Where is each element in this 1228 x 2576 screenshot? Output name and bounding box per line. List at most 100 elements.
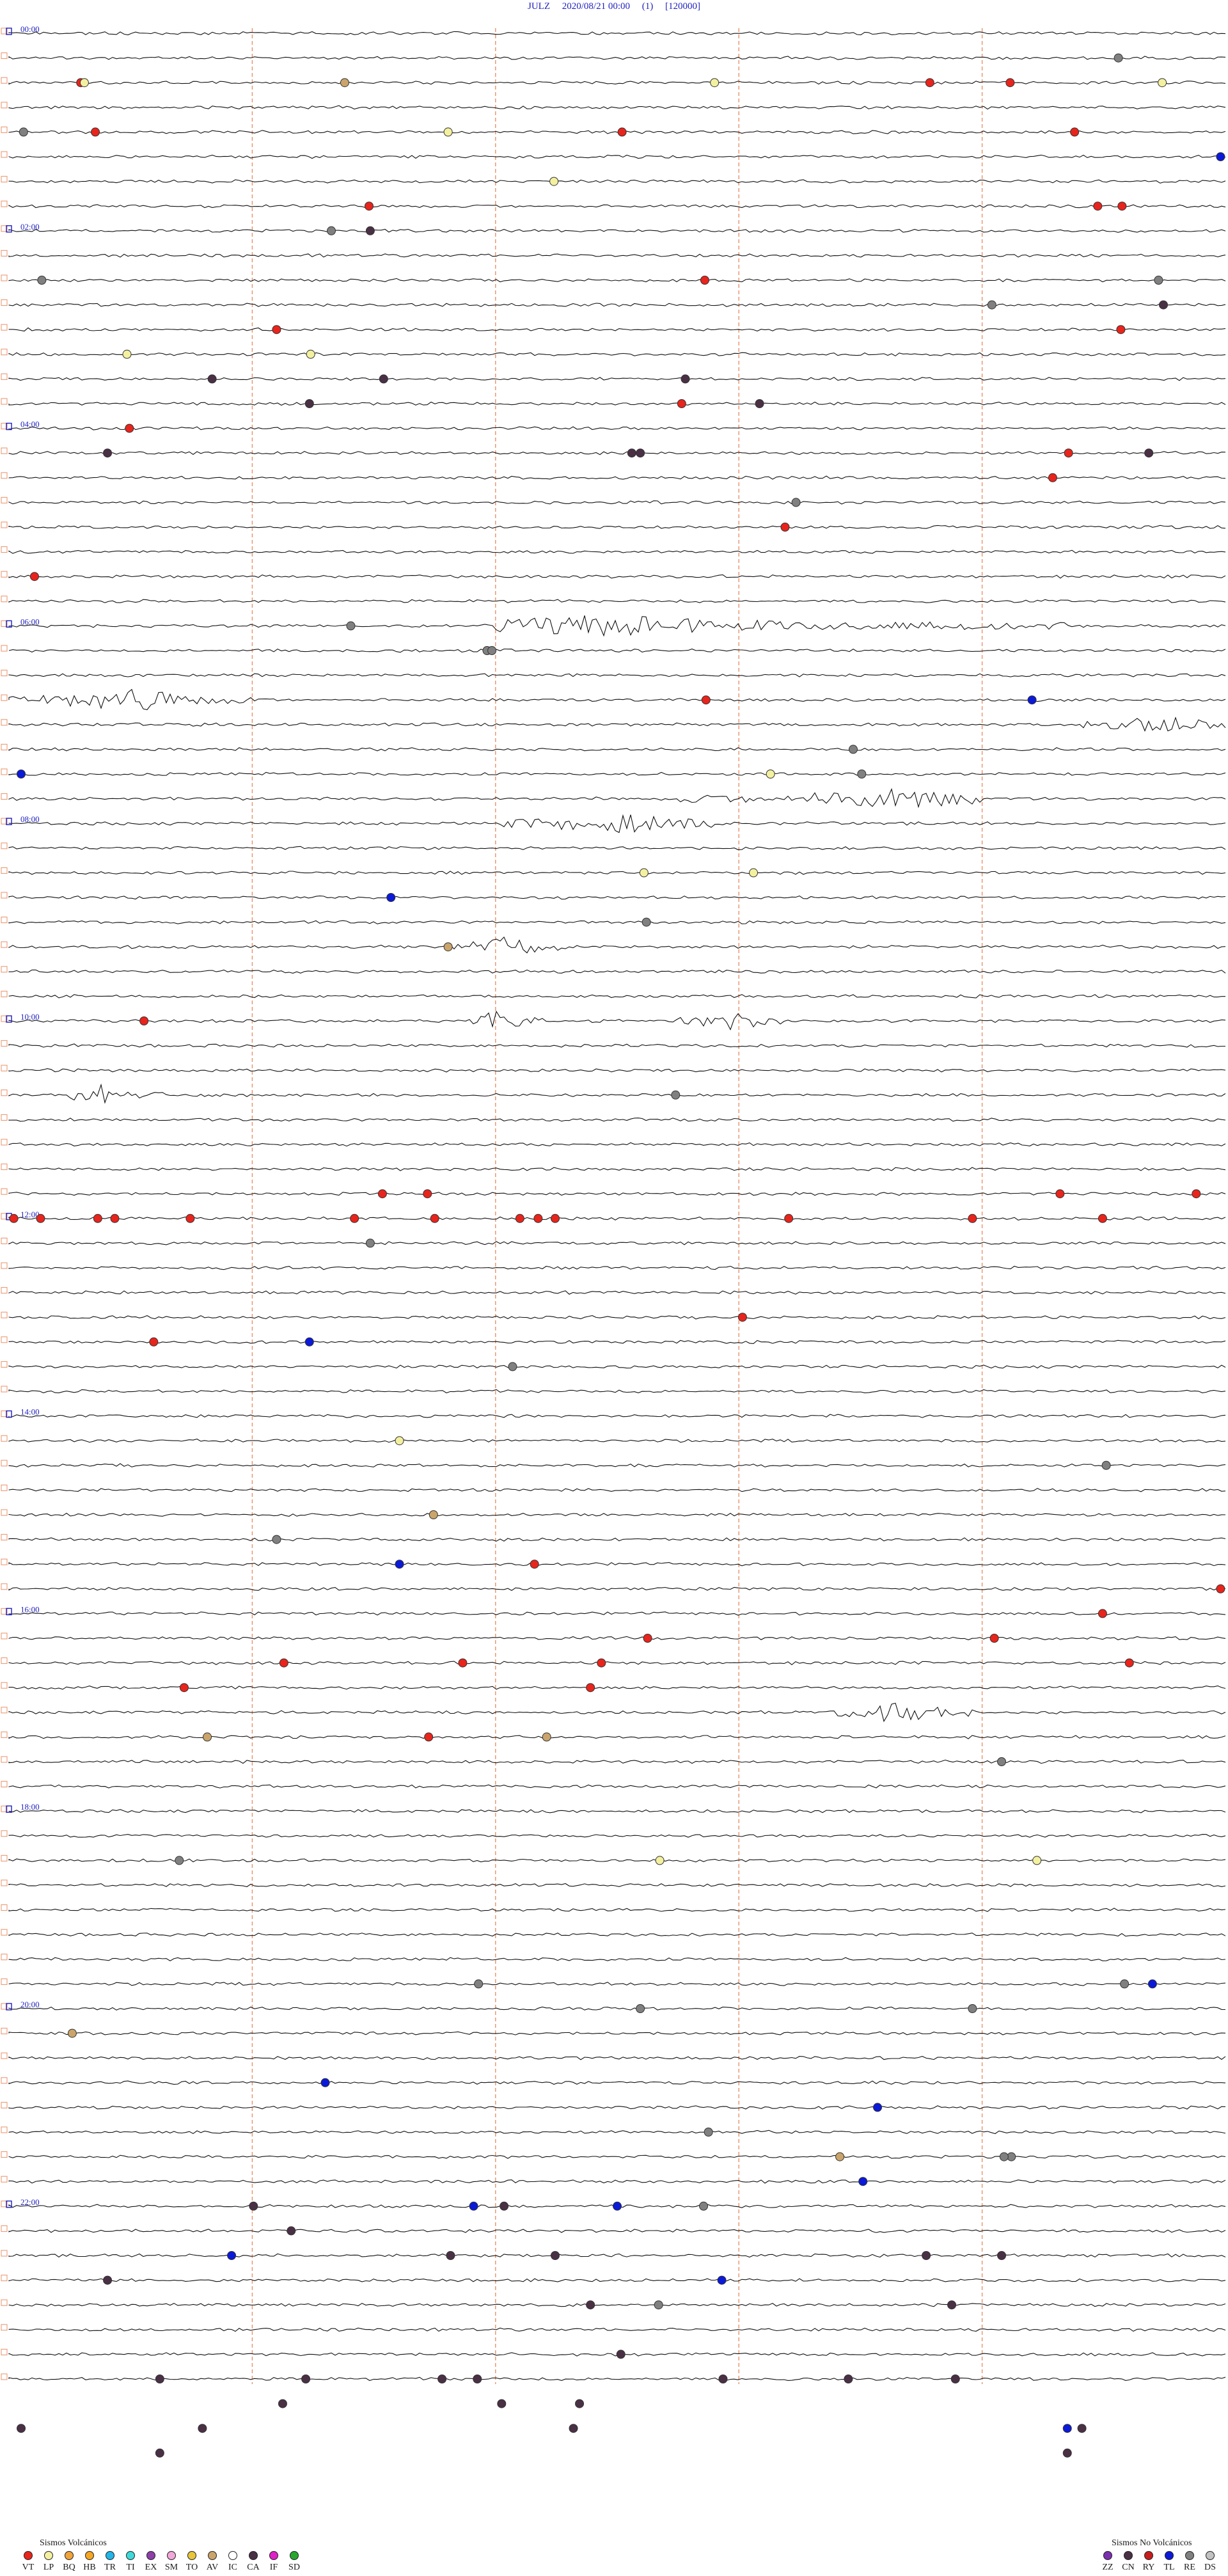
trace-marker bbox=[1, 1040, 8, 1047]
legend-item-ca: CA bbox=[243, 2551, 264, 2573]
event-marker-lp bbox=[655, 1856, 665, 1865]
seismic-trace bbox=[8, 673, 1226, 677]
legend-swatch bbox=[228, 2551, 237, 2560]
time-label: 08:00 bbox=[20, 814, 40, 824]
legend-label: TI bbox=[126, 2563, 135, 2572]
event-marker-ic bbox=[636, 2004, 645, 2013]
event-marker-vt bbox=[430, 1213, 439, 1223]
trace-marker bbox=[1, 1262, 8, 1269]
hour-marker bbox=[6, 225, 12, 233]
legend-item-sm: SM bbox=[161, 2551, 182, 2573]
event-marker-ca bbox=[569, 2424, 578, 2433]
trace-marker bbox=[1, 151, 8, 158]
event-marker-ca bbox=[155, 2375, 164, 2383]
event-marker-lp bbox=[1032, 1856, 1042, 1865]
event-marker-vt bbox=[9, 1213, 19, 1223]
event-marker-vt bbox=[272, 325, 281, 335]
trace-marker bbox=[1, 1608, 8, 1615]
legend-item-to: TO bbox=[182, 2551, 202, 2573]
event-marker-vt bbox=[1048, 473, 1057, 482]
event-marker-ca bbox=[1077, 2424, 1087, 2433]
trace-marker bbox=[1, 2028, 8, 2035]
legend-item-re: RE bbox=[1179, 2551, 1200, 2573]
event-marker-vt bbox=[1070, 127, 1080, 137]
seismic-trace bbox=[8, 2055, 1226, 2060]
seismic-trace bbox=[8, 1809, 1226, 1813]
trace-marker bbox=[1, 52, 8, 59]
seismic-trace bbox=[8, 1010, 1226, 1031]
event-marker-ca bbox=[844, 2375, 853, 2383]
event-marker-ca bbox=[1062, 2448, 1072, 2458]
event-marker-ic bbox=[997, 1757, 1007, 1766]
trace-marker bbox=[1, 1534, 8, 1541]
trace-marker bbox=[1, 1435, 8, 1442]
trace-marker bbox=[1, 249, 8, 257]
event-marker-vt bbox=[1192, 1189, 1201, 1199]
header-datetime: 2020/08/21 00:00 bbox=[562, 1, 630, 12]
seismic-trace bbox=[8, 846, 1226, 851]
event-marker-vt bbox=[1116, 325, 1126, 335]
event-marker-ca bbox=[287, 2226, 296, 2236]
seismic-trace bbox=[8, 2303, 1226, 2307]
event-marker-ca bbox=[103, 448, 113, 458]
trace-marker bbox=[1, 324, 8, 331]
seismic-trace bbox=[8, 1636, 1226, 1641]
seismic-trace bbox=[8, 56, 1226, 60]
trace-marker bbox=[1, 1879, 8, 1886]
legend-swatch bbox=[249, 2551, 258, 2560]
trace-marker bbox=[1, 1089, 8, 1096]
time-label: 18:00 bbox=[20, 1802, 40, 1812]
seismic-trace bbox=[8, 814, 1226, 834]
legend-swatch bbox=[146, 2551, 155, 2560]
legend-item-zz: ZZ bbox=[1098, 2551, 1118, 2573]
seismic-trace bbox=[8, 179, 1226, 184]
hour-marker bbox=[6, 1608, 12, 1616]
trace-marker bbox=[1, 2250, 8, 2257]
event-marker-vt bbox=[530, 1560, 539, 1569]
legend-label: IF bbox=[269, 2563, 278, 2572]
legend-item-ry: RY bbox=[1138, 2551, 1159, 2573]
trace-marker bbox=[1, 1410, 8, 1418]
hour-marker bbox=[6, 818, 12, 825]
seismic-trace bbox=[8, 1488, 1226, 1492]
seismic-trace bbox=[8, 895, 1226, 900]
event-marker-tl bbox=[1027, 695, 1037, 705]
trace-marker bbox=[1, 990, 8, 997]
event-marker-vt bbox=[93, 1213, 102, 1223]
seismic-trace bbox=[8, 1784, 1226, 1789]
seismic-trace bbox=[8, 2179, 1226, 2184]
trace-marker bbox=[1, 2275, 8, 2282]
legend-nonvolcanic-title: Sismos No Volcánicos bbox=[1112, 2538, 1192, 2548]
seismic-trace bbox=[8, 81, 1226, 85]
trace-marker bbox=[1, 1854, 8, 1861]
hour-marker bbox=[6, 422, 12, 431]
event-marker-tl bbox=[304, 1337, 314, 1347]
seismic-trace bbox=[8, 1512, 1226, 1517]
event-marker-ic bbox=[791, 498, 801, 507]
event-marker-ic bbox=[508, 1362, 517, 1371]
event-marker-ca bbox=[636, 448, 645, 458]
event-marker-vt bbox=[36, 1213, 45, 1223]
station-code: JULZ bbox=[527, 1, 550, 12]
trace-marker bbox=[1, 447, 8, 454]
event-marker-tl bbox=[858, 2177, 868, 2186]
legend-swatch bbox=[65, 2551, 74, 2560]
legend-swatch bbox=[44, 2551, 53, 2560]
event-marker-vt bbox=[185, 1213, 195, 1223]
trace-marker bbox=[1, 2299, 8, 2306]
event-marker-ic bbox=[346, 621, 356, 631]
seismic-trace bbox=[8, 936, 1226, 954]
event-marker-ca bbox=[379, 374, 388, 384]
event-marker-vt bbox=[586, 1683, 595, 1693]
event-marker-vt bbox=[29, 572, 39, 581]
event-marker-av bbox=[67, 2028, 77, 2038]
event-marker-av bbox=[203, 1732, 212, 1742]
legend-swatch bbox=[167, 2551, 176, 2560]
trace-marker bbox=[1, 274, 8, 281]
time-label: 16:00 bbox=[20, 1604, 40, 1614]
trace-marker bbox=[1, 2052, 8, 2059]
event-marker-ca bbox=[473, 2375, 482, 2383]
event-marker-tl bbox=[717, 2275, 727, 2285]
trace-marker bbox=[1, 1632, 8, 1640]
